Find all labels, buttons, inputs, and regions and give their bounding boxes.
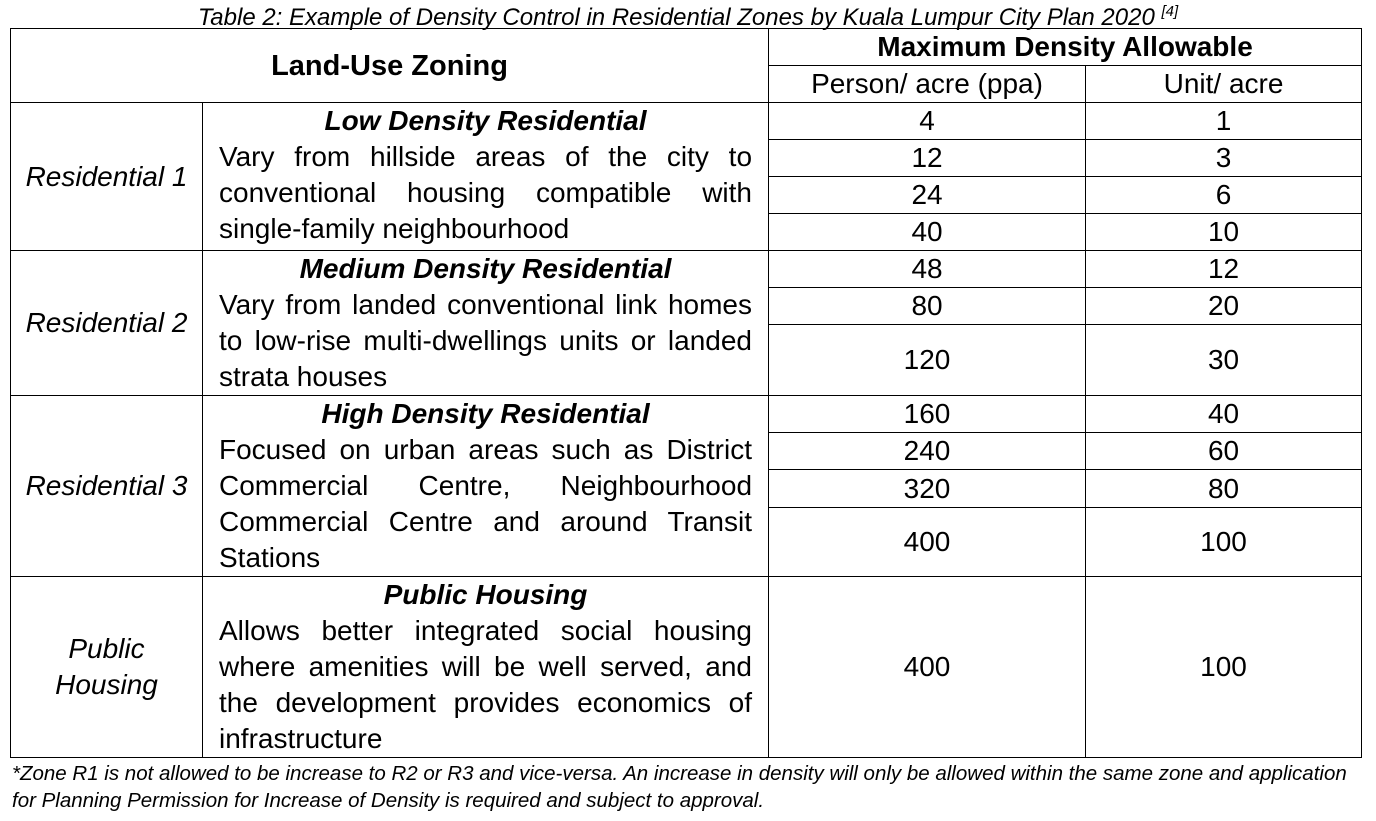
unit-value: 3 [1085, 139, 1363, 177]
zone-description: Vary from hillside areas of the city to … [219, 141, 753, 244]
zone-cell: Residential 1 [10, 102, 203, 251]
unit-value: 6 [1085, 176, 1363, 214]
table-row: 120 30 [11, 324, 1363, 396]
table-row: 12 3 [11, 139, 1363, 177]
zone-heading: High Density Residential [321, 398, 650, 429]
header-max-density: Maximum Density Allowable [768, 28, 1363, 66]
ppa-value: 400 [768, 506, 1087, 578]
zone-heading: Low Density Residential [324, 105, 647, 136]
ppa-value: 4 [768, 102, 1087, 140]
unit-value: 30 [1085, 324, 1363, 396]
unit-value: 80 [1085, 469, 1363, 508]
ppa-value: 12 [768, 139, 1087, 177]
header-unit: Unit/ acre [1085, 65, 1363, 103]
ppa-value: 24 [768, 176, 1087, 214]
zone-heading: Medium Density Residential [299, 253, 672, 284]
zone-description: Allows better integrated social housing … [219, 615, 753, 754]
ppa-value: 80 [768, 287, 1087, 325]
caption-ref: [4] [1161, 3, 1179, 20]
table-row: 320 80 [11, 469, 1363, 508]
density-table: Land-Use Zoning Maximum Density Allowabl… [9, 28, 1363, 758]
unit-value: 40 [1085, 394, 1363, 434]
unit-value: 12 [1085, 250, 1363, 288]
zone-heading: Public Housing [383, 579, 588, 610]
caption-text: Table 2: Example of Density Control in R… [197, 4, 1155, 31]
ppa-value: 320 [768, 469, 1087, 508]
zone-cell: Residential 2 [10, 250, 203, 396]
footnote: *Zone R1 is not allowed to be increase t… [12, 762, 1347, 812]
ppa-value: 120 [768, 324, 1087, 396]
unit-value: 100 [1085, 576, 1363, 758]
ppa-value: 48 [768, 250, 1087, 288]
description-cell: Medium Density Residential Vary from land… [201, 250, 770, 396]
zone-description: Vary from landed conventional link homes… [219, 289, 753, 392]
unit-value: 20 [1085, 287, 1363, 325]
table-row: 40 10 [11, 213, 1363, 251]
table-caption: Table 2: Example of Density Control in R… [0, 0, 1376, 32]
zone-description: Focused on urban areas such as District … [219, 434, 753, 573]
table-row: Residential 3 High Density Residential Foc… [10, 394, 1363, 577]
description-cell: Low Density Residential Vary from hillsid… [201, 102, 770, 251]
zone-cell: Residential 3 [10, 395, 203, 577]
description-cell: High Density Residential Focused on urban… [201, 395, 770, 577]
ppa-value: 160 [768, 394, 1087, 434]
zone-cell: Public Housing [10, 576, 203, 758]
header-zoning: Land-Use Zoning [9, 28, 770, 103]
ppa-value: 240 [768, 432, 1087, 471]
ppa-value: 400 [768, 576, 1087, 758]
description-cell: Public Housing Allows better integrated s… [201, 576, 770, 758]
unit-value: 1 [1085, 102, 1363, 140]
unit-value: 100 [1085, 506, 1363, 578]
table-row: Residential 2 Medium Density Residential V… [10, 250, 1363, 396]
table-row: 400 100 [11, 506, 1363, 578]
table-row: Public Housing Public Housing Allows bette… [10, 576, 1363, 758]
table-row: Residential 1 Low Density Residential Vary… [10, 102, 1363, 251]
header-ppa: Person/ acre (ppa) [768, 65, 1087, 103]
unit-value: 10 [1085, 213, 1363, 251]
ppa-value: 40 [768, 213, 1087, 251]
unit-value: 60 [1085, 432, 1363, 471]
